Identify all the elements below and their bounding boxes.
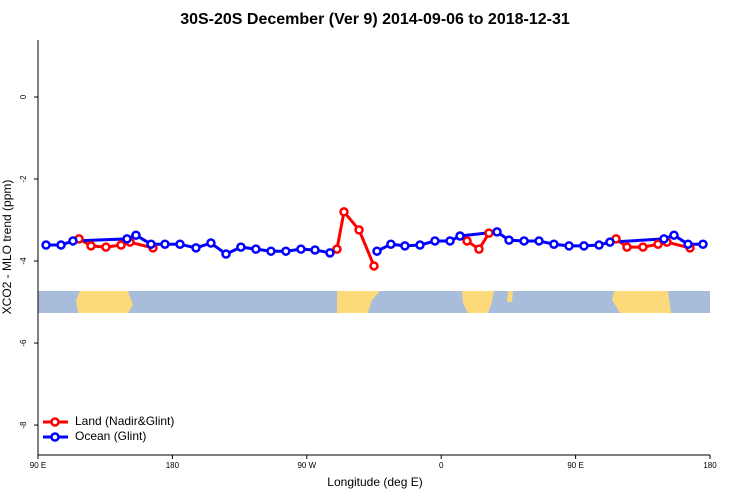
point [310,245,320,255]
land-blob [337,291,380,313]
point [579,241,589,251]
point [175,239,185,249]
point [236,242,246,252]
x-tick-label: 180 [703,461,717,470]
point [369,261,379,271]
legend-label: Ocean (Glint) [75,429,146,443]
point [41,240,51,250]
point [266,246,276,256]
point [354,225,364,235]
legend-marker [50,417,60,427]
point [474,244,484,254]
x-tick-label: 180 [166,461,180,470]
point [519,236,529,246]
point [122,234,132,244]
point [683,239,693,249]
point [296,244,306,254]
point [56,240,66,250]
point [638,242,648,252]
point [101,242,111,252]
y-tick-label: 0 [19,94,28,99]
land-blob [612,291,671,313]
point [669,230,679,240]
point [116,240,126,250]
point [131,230,141,240]
point [445,236,455,246]
ocean-strip [38,291,710,313]
y-tick-label: -8 [19,421,28,429]
point [653,239,663,249]
x-tick-label: 90 W [297,461,316,470]
y-axis-label: XCO2 - MLO trend (ppm) [0,180,14,315]
point [160,239,170,249]
point [564,241,574,251]
point [622,242,632,252]
point [400,241,410,251]
point [281,246,291,256]
legend-label: Land (Nadir&Glint) [75,414,174,428]
point [372,246,382,256]
point [549,239,559,249]
point [325,248,335,258]
y-tick-label: -2 [19,175,28,183]
land-blob [507,291,513,302]
point [484,228,494,238]
point [206,238,216,248]
chart-title: 30S-20S December (Ver 9) 2014-09-06 to 2… [180,11,570,28]
x-tick-label: 90 E [30,461,46,470]
point [534,236,544,246]
legend-marker [50,432,60,442]
x-tick-label: 0 [439,461,444,470]
point [594,240,604,250]
point [68,236,78,246]
point [462,236,472,246]
land-blob [462,291,494,313]
y-tick-label: -4 [19,257,28,265]
point [659,234,669,244]
point [698,239,708,249]
surface-strip [38,291,710,313]
y-tick-label: -6 [19,339,28,347]
point [492,227,502,237]
point [386,239,396,249]
point [251,244,261,254]
land-blob [76,291,133,313]
point [86,241,96,251]
point [455,231,465,241]
point [221,249,231,259]
point [146,239,156,249]
point [430,236,440,246]
point [332,244,342,254]
x-tick-label: 90 E [567,461,583,470]
point [415,240,425,250]
point [191,243,201,253]
x-axis-label: Longitude (deg E) [327,475,422,489]
series-line [78,208,691,267]
point [605,237,615,247]
point [504,235,514,245]
point [339,207,349,217]
